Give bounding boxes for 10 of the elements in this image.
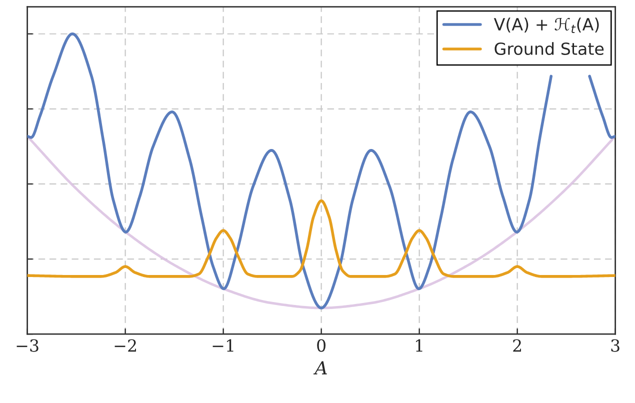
x-tick-label: 0 (317, 339, 326, 352)
legend-label: V(A) + ℋ$_{t}$(A) (494, 18, 599, 34)
x-tick-label: −3 (16, 339, 38, 352)
x-axis-title: A (313, 361, 327, 374)
x-tick-label: 1 (416, 339, 422, 352)
x-tick-label: 3 (611, 339, 620, 352)
x-tick-label: −1 (212, 339, 234, 352)
x-tick-label: −2 (114, 339, 136, 352)
legend-label: Ground State (494, 42, 604, 56)
x-tick-label: 2 (513, 339, 521, 352)
